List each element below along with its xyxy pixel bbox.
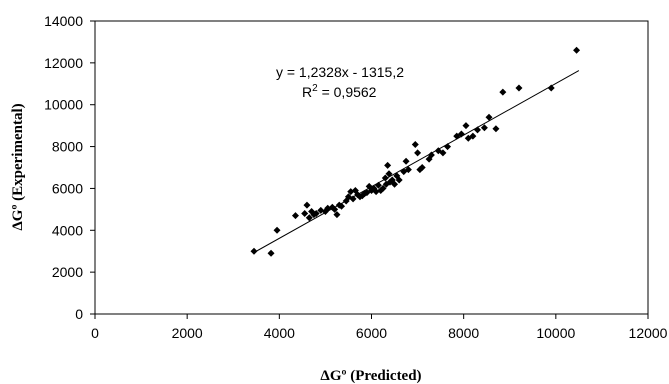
y-tick-label: 12000	[44, 55, 83, 71]
data-point	[492, 125, 500, 133]
data-point	[427, 151, 435, 159]
data-point	[444, 143, 452, 151]
data-point	[317, 206, 325, 214]
data-point	[273, 226, 281, 234]
y-tick-label: 0	[75, 306, 83, 322]
x-axis-title: ΔGº (Predicted)	[320, 368, 421, 384]
data-point	[372, 188, 380, 196]
data-point	[385, 170, 393, 178]
data-point	[404, 166, 412, 174]
data-point	[305, 214, 313, 222]
trendline-equation: y = 1,2328x - 1315,2	[276, 64, 404, 80]
y-tick-label: 10000	[44, 97, 83, 113]
data-point	[291, 212, 299, 220]
data-point	[267, 249, 275, 257]
data-point	[349, 195, 357, 203]
data-point	[331, 205, 339, 213]
r-squared-r: R	[302, 84, 312, 100]
x-tick-label: 12000	[629, 325, 668, 341]
data-point	[301, 210, 309, 218]
data-point	[303, 201, 311, 209]
data-point	[384, 161, 392, 169]
data-point	[374, 181, 382, 189]
data-point	[485, 113, 493, 121]
y-tick-label: 6000	[52, 180, 83, 196]
data-point	[469, 132, 477, 140]
data-point	[547, 84, 555, 92]
y-tick-label: 2000	[52, 264, 83, 280]
data-points	[250, 46, 581, 257]
data-point	[439, 149, 447, 157]
x-tick-label: 0	[91, 325, 99, 341]
data-point	[457, 130, 465, 138]
y-tick-label: 14000	[44, 13, 83, 29]
data-point	[515, 84, 523, 92]
data-point	[347, 188, 355, 196]
y-tick-labels: 0 2000 4000 6000 8000 10000 12000 14000	[44, 13, 95, 322]
x-tick-label: 4000	[264, 325, 295, 341]
data-point	[381, 174, 389, 182]
data-point	[395, 176, 403, 184]
data-point	[411, 140, 419, 148]
x-tick-label: 6000	[356, 325, 387, 341]
data-point	[338, 202, 346, 210]
r-squared-label: R2 = 0,9562	[302, 83, 377, 100]
y-axis-title: ΔGº (Experimental)	[10, 103, 26, 230]
data-point	[462, 122, 470, 130]
data-point	[473, 126, 481, 134]
data-point	[324, 204, 332, 212]
data-point	[402, 157, 410, 165]
data-point	[414, 149, 422, 157]
data-point	[379, 184, 387, 192]
data-point	[480, 124, 488, 132]
y-tick-label: 4000	[52, 222, 83, 238]
x-tick-label: 10000	[536, 325, 575, 341]
y-tick-label: 8000	[52, 139, 83, 155]
r-squared-value: = 0,9562	[318, 84, 377, 100]
trendline	[253, 70, 580, 253]
x-tick-label: 8000	[448, 325, 479, 341]
data-point	[418, 164, 426, 171]
data-point	[312, 210, 320, 218]
data-point	[250, 247, 258, 255]
data-point	[391, 180, 399, 188]
x-tick-labels: 0 2000 4000 6000 8000 10000 12000	[91, 314, 668, 341]
data-point	[573, 46, 581, 54]
r-squared-superscript: 2	[312, 83, 318, 94]
data-point	[499, 88, 507, 96]
data-point	[333, 211, 341, 219]
x-tick-label: 2000	[172, 325, 203, 341]
